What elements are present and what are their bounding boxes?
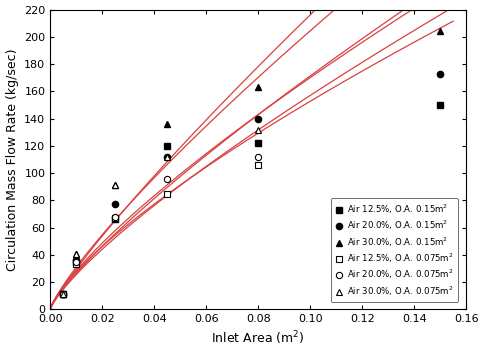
Legend: Air 12.5%, O.A. 0.15m$^2$, Air 20.0%, O.A. 0.15m$^2$, Air 30.0%, O.A. 0.15m$^2$,: Air 12.5%, O.A. 0.15m$^2$, Air 20.0%, O.… [331,198,458,302]
Y-axis label: Circulation Mass Flow Rate (kg/sec): Circulation Mass Flow Rate (kg/sec) [5,48,18,271]
X-axis label: Inlet Area (m$^2$): Inlet Area (m$^2$) [212,330,305,347]
